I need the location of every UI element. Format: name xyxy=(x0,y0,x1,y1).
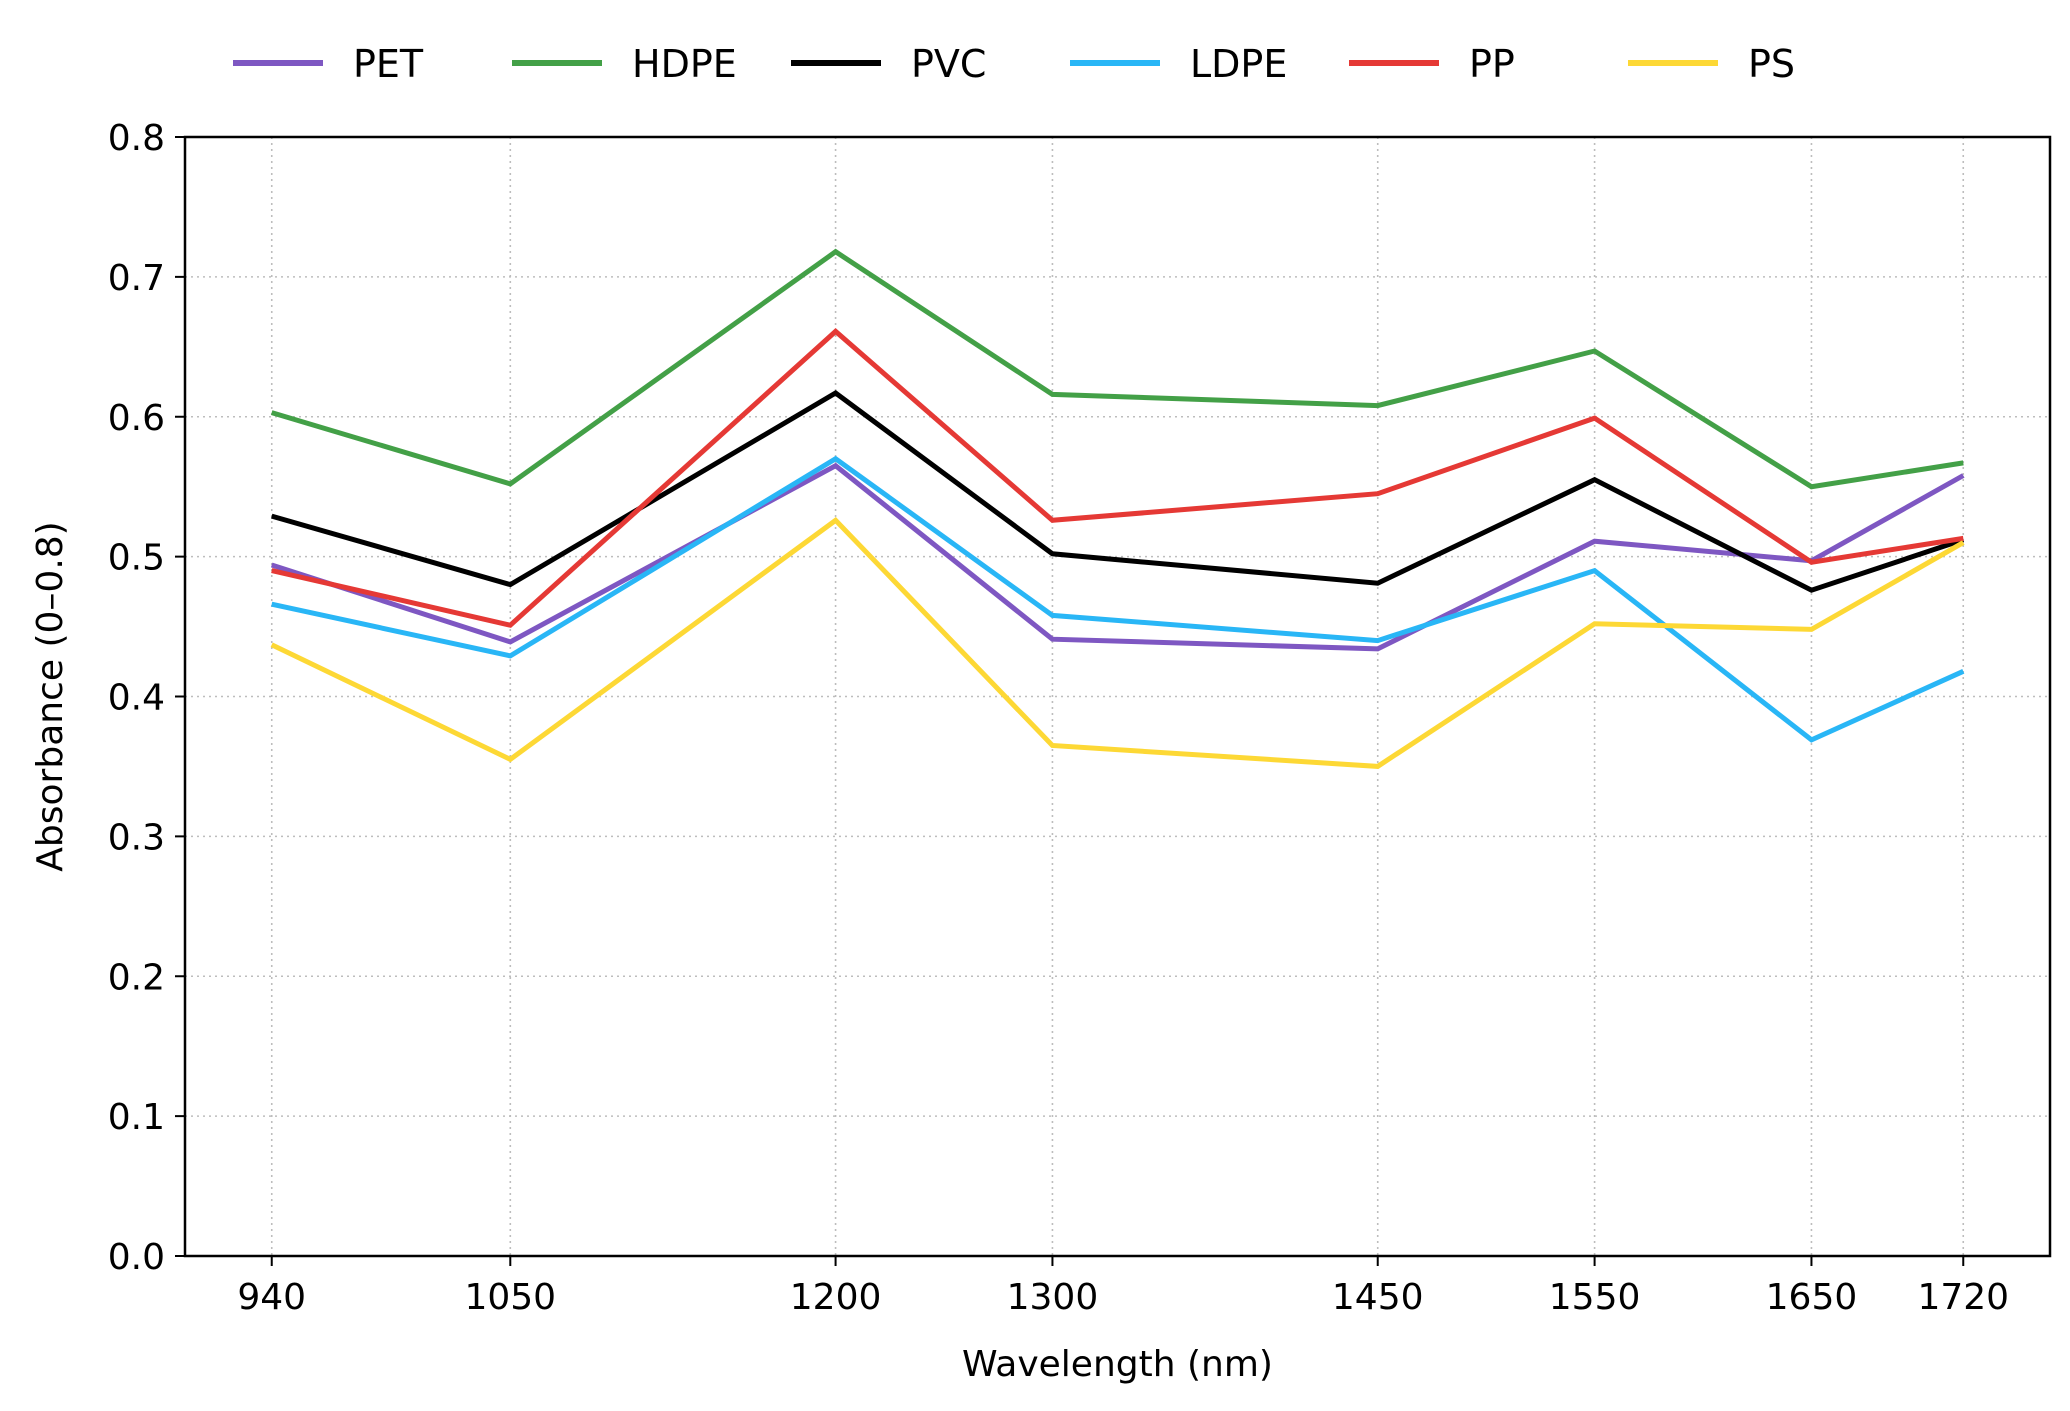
y-tick-label: 0.3 xyxy=(108,817,165,858)
y-axis-title: Absorbance (0–0.8) xyxy=(30,521,71,871)
x-tick-label: 1050 xyxy=(464,1277,556,1318)
series-line-ps xyxy=(270,516,1965,769)
y-tick-label: 0.5 xyxy=(108,538,165,579)
grid xyxy=(185,137,2050,1256)
x-tick-label: 940 xyxy=(237,1277,306,1318)
legend-label: PET xyxy=(353,42,424,86)
legend: PET HDPE PVC LDPE PP PS xyxy=(233,42,1795,86)
x-tick-label: 1200 xyxy=(790,1277,882,1318)
y-tick-label: 0.8 xyxy=(108,118,165,159)
y-tick-label: 0.1 xyxy=(108,1097,165,1138)
series-line-ldpe xyxy=(271,455,1965,743)
series-line-pet xyxy=(270,462,1965,652)
legend-item-ps: PS xyxy=(1628,42,1795,86)
legend-item-pvc: PVC xyxy=(791,42,986,86)
y-tick-label: 0.0 xyxy=(108,1237,165,1278)
x-tick-label: 1300 xyxy=(1007,1277,1099,1318)
legend-label: PS xyxy=(1748,42,1795,86)
legend-item-hdpe: HDPE xyxy=(512,42,737,86)
x-tick-label: 1450 xyxy=(1332,1277,1424,1318)
legend-label: HDPE xyxy=(632,42,737,86)
legend-label: LDPE xyxy=(1190,42,1287,86)
x-tick-label: 1720 xyxy=(1917,1277,2009,1318)
series-line-pvc xyxy=(271,390,1965,593)
legend-item-pp: PP xyxy=(1349,42,1515,86)
series-lines xyxy=(270,248,1965,769)
y-tick-label: 0.2 xyxy=(108,957,165,998)
series-line-pp xyxy=(271,328,1964,628)
y-tick-label: 0.7 xyxy=(108,258,165,299)
y-tick-label: 0.6 xyxy=(108,398,165,439)
legend-label: PP xyxy=(1469,42,1515,86)
x-tick-label: 1650 xyxy=(1766,1277,1858,1318)
x-axis: 940 1050 1200 1300 1450 1550 1650 1720 xyxy=(237,1256,2009,1318)
legend-item-pet: PET xyxy=(233,42,424,86)
series-line-hdpe xyxy=(270,248,1964,490)
x-tick-label: 1550 xyxy=(1549,1277,1641,1318)
x-axis-title: Wavelength (nm) xyxy=(962,1344,1273,1385)
y-tick-label: 0.4 xyxy=(108,678,165,719)
y-axis: 0.0 0.1 0.2 0.3 0.4 0.5 0.6 0.7 0.8 xyxy=(108,118,185,1278)
legend-label: PVC xyxy=(911,42,986,86)
legend-item-ldpe: LDPE xyxy=(1070,42,1287,86)
